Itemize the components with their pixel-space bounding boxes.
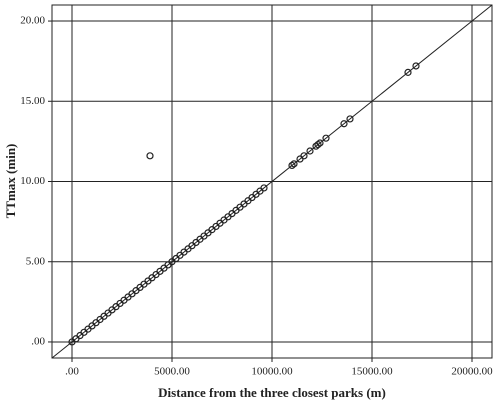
point xyxy=(322,134,330,142)
x-tick-label: 5000.00 xyxy=(154,366,190,378)
x-tick-label: 20000.00 xyxy=(451,366,493,378)
y-tick-label: 20.00 xyxy=(20,15,45,27)
point xyxy=(404,68,412,76)
point xyxy=(340,120,348,128)
point xyxy=(346,115,354,123)
y-tick-label: 5.00 xyxy=(26,255,46,267)
point xyxy=(314,140,322,149)
point xyxy=(306,147,314,155)
x-axis-title: Distance from the three closest parks (m… xyxy=(158,385,386,400)
y-axis-title: TTmax (min) xyxy=(3,144,18,219)
x-tick-label: 15000.00 xyxy=(351,366,393,378)
y-tick-label: 15.00 xyxy=(20,95,45,107)
x-tick-label: .00 xyxy=(65,366,79,378)
y-tick-label: .00 xyxy=(31,335,45,347)
y-tick-label: 10.00 xyxy=(20,175,45,187)
point xyxy=(146,152,154,160)
point xyxy=(300,152,308,160)
point xyxy=(316,139,324,147)
point xyxy=(290,160,298,168)
point xyxy=(412,62,420,70)
point xyxy=(260,184,268,192)
x-tick-label: 10000.00 xyxy=(251,366,293,378)
point xyxy=(288,161,296,170)
